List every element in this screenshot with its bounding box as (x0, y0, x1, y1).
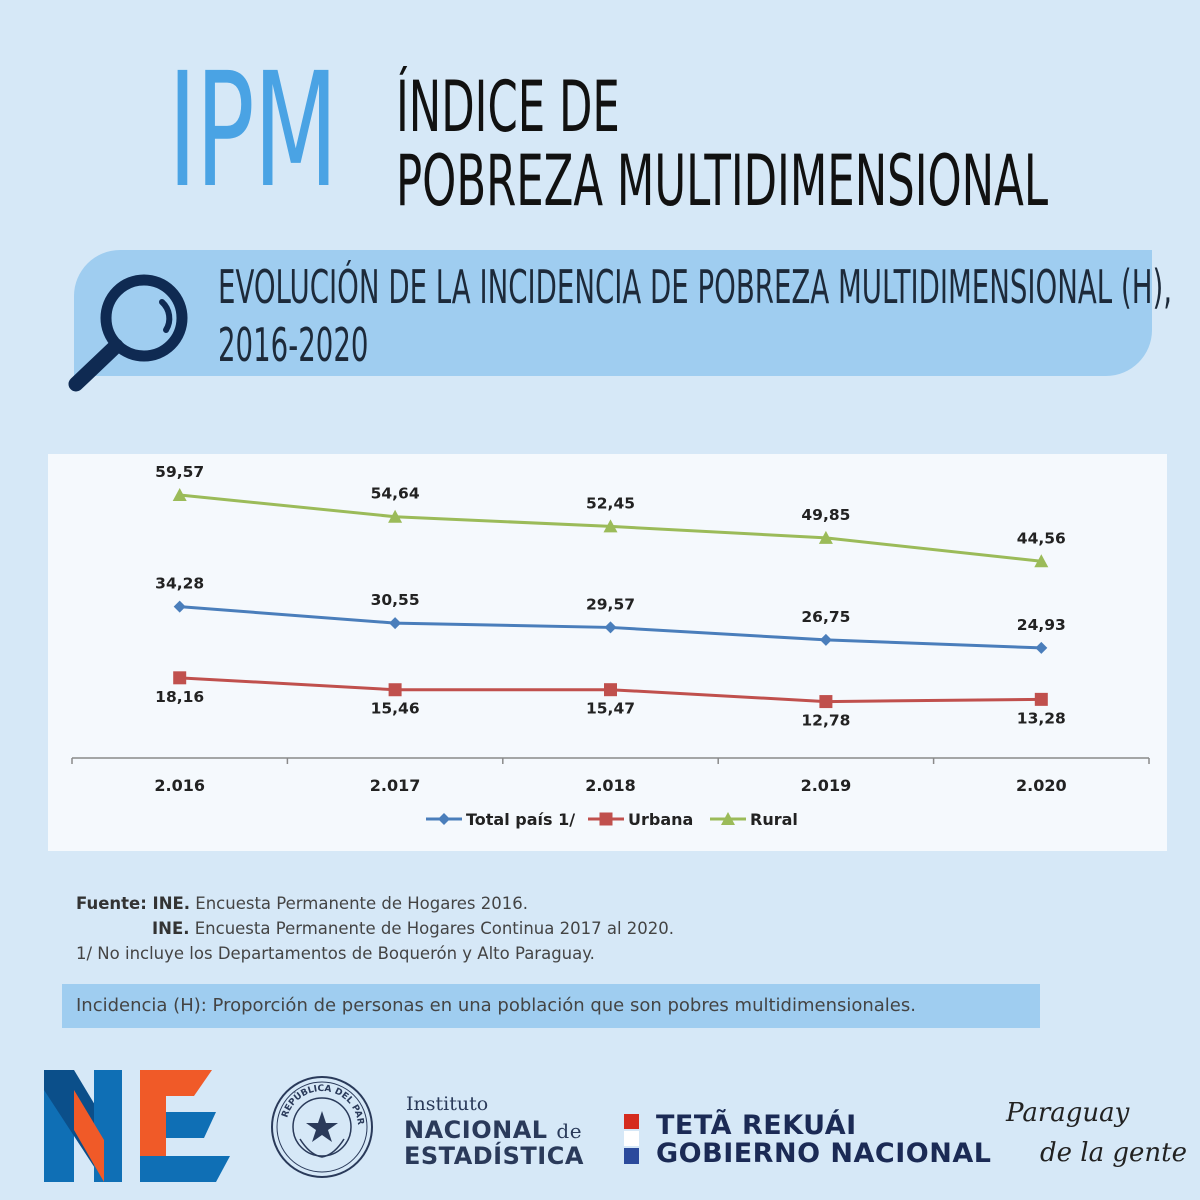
data-point-triangle (172, 487, 187, 501)
data-point-triangle (1034, 554, 1049, 568)
data-label: 59,57 (155, 463, 204, 481)
x-tick-label: 2.016 (154, 776, 205, 795)
data-point-diamond (819, 633, 832, 646)
data-label: 15,47 (586, 700, 635, 718)
data-label: 54,64 (371, 485, 420, 503)
ine-logo (44, 1070, 230, 1182)
data-point-square (1034, 692, 1048, 706)
paraguay-flag-icon (624, 1114, 639, 1164)
magnifier-icon (68, 274, 188, 392)
data-point-triangle (818, 530, 833, 544)
slogan-line-1: Paraguay (1006, 1098, 1130, 1128)
national-seal-icon: REPÚBLICA DEL PARAGUAY (270, 1075, 373, 1178)
data-label: 26,75 (801, 608, 850, 626)
line-chart: 2.016 2.017 2.018 2.019 2.020 34,28 30,55 29,57… (71, 463, 1150, 829)
definition-box: Incidencia (H): Proporción de personas e… (62, 984, 1040, 1028)
legend-label: Urbana (628, 810, 693, 829)
source-line-1: Fuente: INE. Encuesta Permanente de Hoga… (76, 894, 528, 913)
data-label: 29,57 (586, 595, 635, 613)
data-label: 44,56 (1017, 529, 1066, 547)
data-label: 34,28 (155, 575, 204, 593)
source-line-2: INE. Encuesta Permanente de Hogares Cont… (152, 919, 674, 938)
legend-label: Total país 1/ (466, 810, 575, 829)
title-line-2: POBREZA MULTIDIMENSIONAL (396, 140, 1049, 222)
government-line-2: GOBIERNO NACIONAL (656, 1138, 992, 1169)
source-text-1: Encuesta Permanente de Hogares 2016. (190, 894, 529, 913)
data-point-triangle (388, 509, 403, 523)
data-label: 52,45 (586, 494, 635, 512)
x-tick-label: 2.018 (585, 776, 636, 795)
source-text-2: Encuesta Permanente de Hogares Continua … (189, 919, 675, 938)
legend-label: Rural (750, 810, 798, 829)
data-point-square (388, 683, 402, 697)
government-line-1: TETÃ REKUÁI (656, 1110, 857, 1141)
data-point-square (173, 671, 187, 685)
data-label: 49,85 (801, 506, 850, 524)
data-point-diamond (173, 600, 186, 613)
data-point-square (819, 695, 833, 709)
data-point-diamond (389, 617, 402, 630)
data-point-triangle (603, 519, 618, 533)
data-label: 18,16 (155, 688, 204, 706)
data-label: 24,93 (1017, 616, 1066, 634)
chart-subtitle-line-1: EVOLUCIÓN DE LA INCIDENCIA DE POBREZA MU… (218, 260, 1172, 314)
legend-marker-square (599, 812, 613, 826)
slogan-line-2: de la gente (1040, 1138, 1187, 1168)
x-tick-label: 2.019 (801, 776, 852, 795)
x-tick-label: 2.017 (370, 776, 421, 795)
ipm-acronym: IPM (168, 39, 338, 223)
institute-name-2: ESTADÍSTICA (404, 1142, 584, 1170)
source-note: 1/ No incluye los Departamentos de Boque… (76, 944, 595, 963)
institute-nacional: NACIONAL (404, 1116, 548, 1144)
source-label-2: INE. (152, 919, 190, 938)
data-point-square (604, 683, 617, 697)
subtitle-banner (74, 250, 1152, 376)
data-point-diamond (604, 621, 617, 634)
title-line-1: ÍNDICE DE (396, 66, 620, 148)
data-label: 12,78 (801, 712, 850, 730)
institute-label: Instituto (406, 1093, 489, 1115)
data-label: 30,55 (371, 591, 420, 609)
data-point-diamond (1035, 641, 1048, 654)
legend-marker-diamond (438, 813, 450, 825)
legend-marker-triangle (721, 812, 735, 825)
chart-subtitle-line-2: 2016-2020 (218, 318, 369, 372)
x-tick-label: 2.020 (1016, 776, 1067, 795)
data-label: 15,46 (371, 700, 420, 718)
chart-panel: 2.016 2.017 2.018 2.019 2.020 34,28 30,55 29,57… (48, 454, 1167, 851)
data-label: 13,28 (1017, 709, 1066, 727)
source-label: Fuente: INE. (76, 894, 191, 913)
institute-de: de (556, 1119, 583, 1143)
institute-name-1: NACIONAL de (404, 1116, 582, 1144)
